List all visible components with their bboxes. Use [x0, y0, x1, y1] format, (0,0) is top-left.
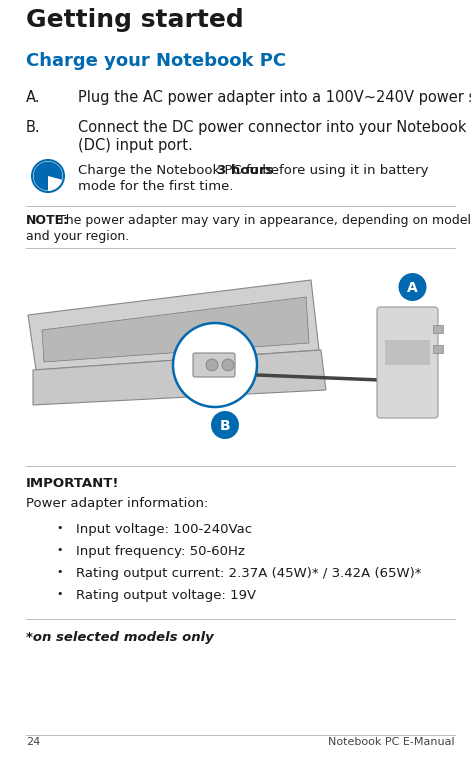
Text: B: B — [219, 419, 230, 433]
Text: Getting started: Getting started — [26, 8, 244, 32]
FancyBboxPatch shape — [433, 325, 443, 333]
Text: Input voltage: 100-240Vac: Input voltage: 100-240Vac — [76, 523, 252, 536]
Text: Connect the DC power connector into your Notebook PC’s power: Connect the DC power connector into your… — [78, 120, 471, 135]
Text: Charge your Notebook PC: Charge your Notebook PC — [26, 52, 286, 70]
Text: The power adapter may vary in appearance, depending on models: The power adapter may vary in appearance… — [54, 214, 471, 227]
Circle shape — [173, 323, 257, 407]
Circle shape — [206, 359, 218, 371]
Polygon shape — [42, 297, 309, 362]
Text: NOTE:: NOTE: — [26, 214, 69, 227]
Text: 24: 24 — [26, 737, 40, 747]
Polygon shape — [33, 350, 326, 405]
Text: mode for the first time.: mode for the first time. — [78, 180, 234, 193]
Circle shape — [398, 273, 427, 301]
Circle shape — [32, 160, 64, 192]
Text: Input frequency: 50-60Hz: Input frequency: 50-60Hz — [76, 545, 245, 558]
Text: B.: B. — [26, 120, 41, 135]
Circle shape — [222, 359, 234, 371]
Text: •: • — [56, 545, 63, 555]
Text: •: • — [56, 589, 63, 599]
FancyBboxPatch shape — [433, 345, 443, 353]
Text: Power adapter information:: Power adapter information: — [26, 497, 208, 510]
Text: •: • — [56, 523, 63, 533]
Text: Rating output current: 2.37A (45W)* / 3.42A (65W)*: Rating output current: 2.37A (45W)* / 3.… — [76, 567, 422, 580]
Wedge shape — [33, 162, 63, 191]
FancyBboxPatch shape — [377, 307, 438, 418]
Text: before using it in battery: before using it in battery — [258, 164, 428, 177]
Text: (DC) input port.: (DC) input port. — [78, 138, 193, 153]
Text: Rating output voltage: 19V: Rating output voltage: 19V — [76, 589, 256, 602]
Text: Charge the Notebook PC for: Charge the Notebook PC for — [78, 164, 268, 177]
Text: 3 hours: 3 hours — [217, 164, 274, 177]
FancyBboxPatch shape — [193, 353, 235, 377]
Polygon shape — [28, 280, 319, 370]
Text: A: A — [407, 281, 418, 295]
Circle shape — [211, 411, 239, 439]
FancyBboxPatch shape — [385, 340, 430, 365]
Text: IMPORTANT!: IMPORTANT! — [26, 477, 120, 490]
Text: A.: A. — [26, 90, 41, 105]
Text: Plug the AC power adapter into a 100V~240V power source.: Plug the AC power adapter into a 100V~24… — [78, 90, 471, 105]
Text: •: • — [56, 567, 63, 577]
Text: Notebook PC E-Manual: Notebook PC E-Manual — [328, 737, 455, 747]
Text: and your region.: and your region. — [26, 230, 129, 243]
FancyBboxPatch shape — [26, 255, 455, 460]
Text: *on selected models only: *on selected models only — [26, 631, 214, 644]
